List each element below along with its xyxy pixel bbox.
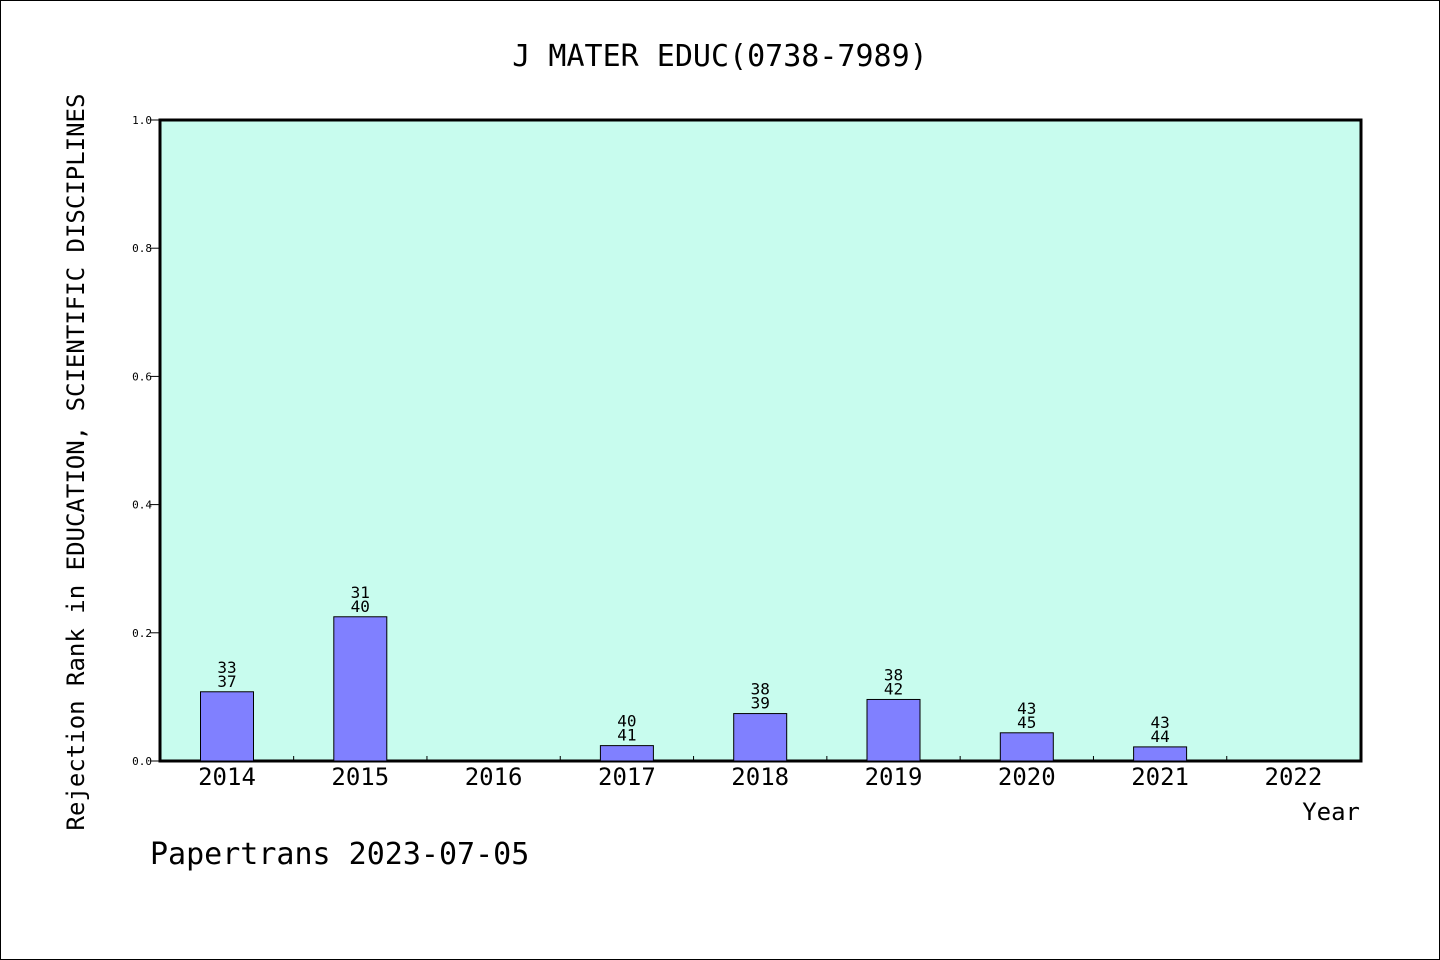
y-tick-label: 0.2 xyxy=(132,627,152,640)
y-axis: 0.0 0.2 0.4 0.6 0.8 1.0 xyxy=(132,114,160,768)
x-axis-label: Year xyxy=(1302,798,1360,826)
bar xyxy=(333,616,388,762)
bar xyxy=(999,732,1054,762)
bar-label-bottom: 42 xyxy=(884,679,903,698)
x-tick-label: 2021 xyxy=(1131,763,1189,791)
x-tick-label: 2017 xyxy=(598,763,656,791)
y-tick-label: 1.0 xyxy=(132,114,152,127)
x-tick-label: 2016 xyxy=(465,763,523,791)
chart-title: J MATER EDUC(0738-7989) xyxy=(512,39,927,74)
x-tick-label: 2020 xyxy=(998,763,1056,791)
x-tick-label: 2019 xyxy=(865,763,923,791)
bar-label-top: 43 xyxy=(1017,699,1036,718)
bar xyxy=(866,698,921,762)
footer-text: Papertrans 2023-07-05 xyxy=(150,837,529,872)
bar xyxy=(599,745,654,762)
bar-label-top: 31 xyxy=(351,583,370,602)
bar xyxy=(1133,746,1188,762)
bar-label-top: 40 xyxy=(617,712,636,731)
bar-label-bottom: 40 xyxy=(351,597,370,616)
x-tick-label: 2014 xyxy=(198,763,256,791)
bar-label-top: 33 xyxy=(217,658,236,677)
bar xyxy=(733,713,788,762)
bar-label-top: 38 xyxy=(751,680,770,699)
bar-label-top: 38 xyxy=(884,665,903,684)
bar xyxy=(200,691,254,762)
x-tick-label: 2022 xyxy=(1265,763,1323,791)
bar-label-top: 43 xyxy=(1150,713,1169,732)
bar-label-bottom: 37 xyxy=(217,672,236,691)
y-axis-label: Rejection Rank in EDUCATION, SCIENTIFIC … xyxy=(62,94,90,831)
x-tick-label: 2018 xyxy=(731,763,789,791)
y-tick-label: 0.0 xyxy=(132,755,152,768)
y-tick-label: 0.6 xyxy=(132,370,152,383)
y-tick-label: 0.8 xyxy=(132,242,152,255)
bar-label-bottom: 44 xyxy=(1150,727,1169,746)
y-tick-label: 0.4 xyxy=(132,499,152,512)
x-axis: 2014 2015 2016 2017 2018 2019 2020 2021 2022 xyxy=(198,756,1322,791)
x-tick-label: 2015 xyxy=(331,763,389,791)
bar-label-bottom: 45 xyxy=(1017,713,1036,732)
bar-label-bottom: 41 xyxy=(617,726,636,745)
bar-label-bottom: 39 xyxy=(751,694,770,713)
